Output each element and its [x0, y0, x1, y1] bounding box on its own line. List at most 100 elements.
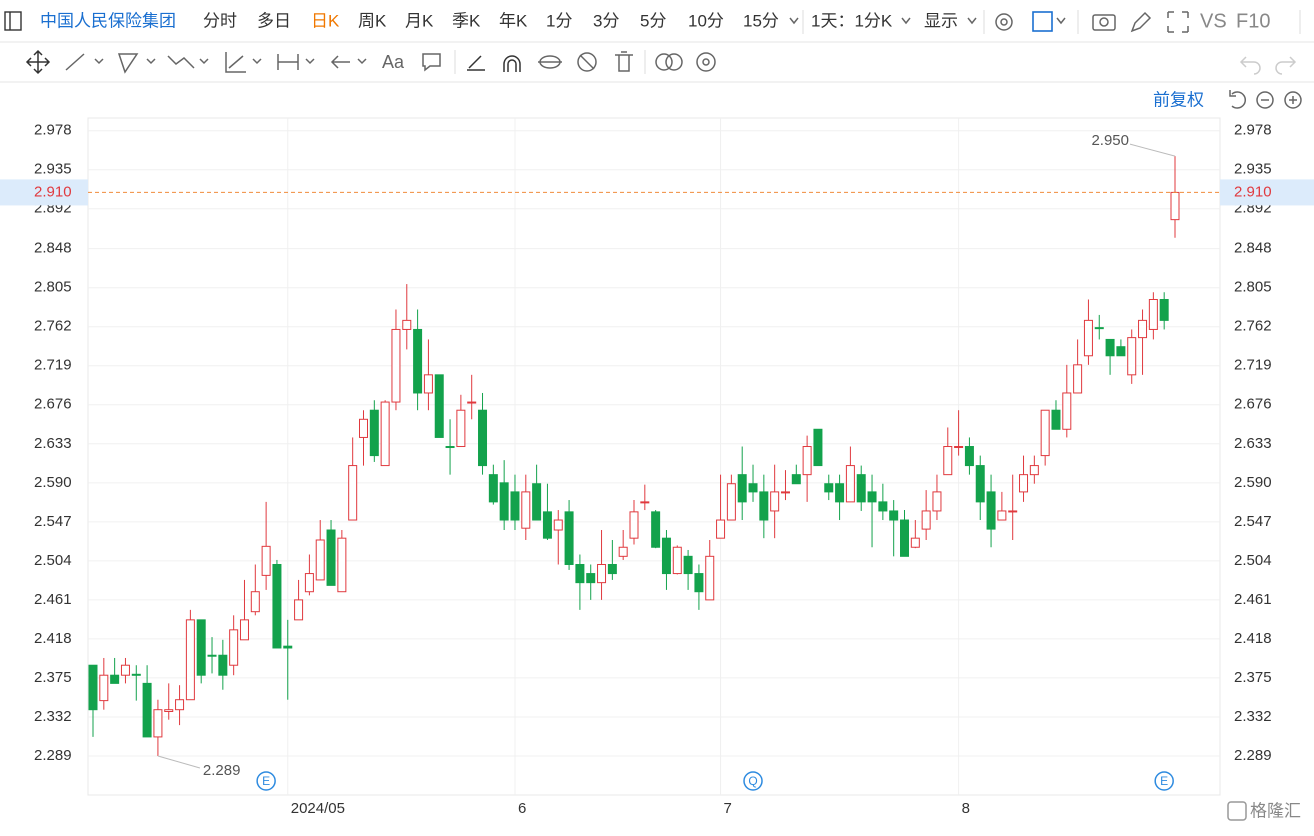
price-tag-right: 2.910: [1234, 183, 1272, 200]
compare-icon[interactable]: [655, 53, 673, 71]
redo[interactable]: [1275, 56, 1297, 75]
candle-body: [391, 328, 401, 403]
period-tab[interactable]: 分时: [203, 11, 237, 30]
candle-body: [867, 491, 877, 503]
zoom-out[interactable]: [1256, 91, 1274, 109]
delete-tool[interactable]: [615, 51, 633, 72]
y-tick-label: 2.805: [34, 279, 72, 296]
period-tab[interactable]: 季K: [452, 11, 481, 30]
candle-body: [910, 537, 920, 548]
zoom-in[interactable]: [1284, 91, 1302, 109]
fullscreen-icon[interactable]: [1167, 11, 1189, 33]
vs-button[interactable]: VS: [1200, 10, 1227, 32]
tool-settings[interactable]: [696, 52, 716, 72]
color-picker[interactable]: [1032, 11, 1053, 32]
candle-body: [1051, 409, 1061, 430]
hide-tool[interactable]: [577, 52, 597, 72]
max-leader: [1129, 143, 1176, 157]
period-tab[interactable]: 周K: [358, 11, 387, 30]
note-tool[interactable]: [422, 53, 441, 72]
period-tab[interactable]: 10分: [688, 11, 724, 30]
adjust-mode[interactable]: 前复权: [1153, 90, 1204, 109]
candle-body: [423, 374, 433, 394]
candle-body: [586, 573, 596, 584]
f10-button[interactable]: F10: [1236, 10, 1270, 32]
period-tab[interactable]: 多日: [257, 11, 291, 30]
y-tick-label-right: 2.590: [1234, 474, 1272, 491]
y-tick-label-right: 2.805: [1234, 279, 1272, 296]
dropdown-arrow: [789, 17, 799, 25]
candle-body: [845, 465, 855, 503]
candle-body: [716, 519, 726, 539]
y-tick-label: 2.762: [34, 318, 72, 335]
shape-tool[interactable]: [117, 53, 139, 74]
sidebar-toggle[interactable]: [4, 11, 22, 31]
candle-body: [878, 501, 888, 512]
candle-body: [943, 446, 953, 476]
text-tool[interactable]: Aa: [382, 52, 405, 72]
undo[interactable]: [1239, 56, 1261, 75]
y-tick-label: 2.848: [34, 240, 72, 257]
lock-tool[interactable]: [538, 55, 562, 69]
period-tab[interactable]: 5分: [640, 11, 666, 30]
candle-body: [672, 546, 682, 575]
candle-body: [348, 465, 358, 521]
price-tag-bg-right: [1220, 179, 1314, 206]
y-tick-label-right: 2.762: [1234, 318, 1272, 335]
y-tick-label-right: 2.289: [1234, 747, 1272, 764]
candle-body: [456, 409, 466, 448]
stock-name[interactable]: 中国人民保险集团: [40, 11, 176, 30]
candle-body: [272, 563, 282, 649]
reset-zoom[interactable]: [1229, 90, 1247, 109]
candle-body: [856, 474, 866, 503]
candle-body: [780, 491, 790, 494]
candle-body: [900, 519, 909, 557]
candle-body: [359, 418, 368, 438]
candle-body: [607, 563, 617, 575]
min-label: 2.289: [203, 762, 241, 779]
period-tab[interactable]: 15分: [743, 11, 779, 30]
period-tab[interactable]: 3分: [593, 11, 619, 30]
y-tick-label: 2.375: [34, 669, 72, 686]
camera-icon[interactable]: [1092, 14, 1116, 31]
magnet-tool[interactable]: [503, 55, 521, 72]
candle-body: [542, 511, 552, 539]
measure-tool[interactable]: [277, 54, 299, 70]
pencil-icon[interactable]: [1130, 11, 1152, 33]
fib-tool[interactable]: [225, 52, 246, 73]
candle-body: [813, 428, 823, 467]
candle-body: [1170, 191, 1180, 221]
move-tool[interactable]: [25, 49, 51, 75]
plot-frame: [87, 117, 1221, 796]
angle-tool[interactable]: [467, 55, 485, 71]
candle-body: [964, 446, 974, 467]
y-tick-label-right: 2.633: [1234, 435, 1272, 452]
display-menu[interactable]: 显示: [924, 11, 958, 30]
dropdown-arrow: [1056, 17, 1066, 25]
period-tab[interactable]: 1分: [546, 11, 572, 30]
y-tick-label: 2.418: [34, 630, 72, 647]
candle-body: [1148, 299, 1158, 330]
overlays: 2.950 2.289 E Q E 2.910 2.910: [0, 132, 1314, 791]
watermark-logo: [1227, 801, 1247, 821]
candle-body: [142, 682, 152, 738]
arrow-tool[interactable]: [330, 55, 350, 69]
period-setting[interactable]: 1天：1分K: [811, 11, 893, 30]
candle-body: [488, 474, 498, 503]
settings-icon[interactable]: [995, 13, 1013, 31]
wave-tool[interactable]: [167, 55, 195, 69]
candle-body: [532, 483, 542, 521]
candle-body: [521, 491, 531, 529]
candle-body: [1094, 327, 1104, 330]
period-tab[interactable]: 日K: [311, 11, 340, 30]
line-tool[interactable]: [65, 53, 85, 71]
y-tick-label-right: 2.848: [1234, 240, 1272, 257]
period-tab[interactable]: 年K: [499, 11, 528, 30]
y-tick-label: 2.289: [34, 747, 72, 764]
zoom-in-plus: [1289, 96, 1297, 104]
x-tick-label: 7: [724, 800, 732, 817]
y-tick-label: 2.590: [34, 474, 72, 491]
candle-body: [261, 545, 271, 576]
period-tab[interactable]: 月K: [405, 11, 434, 30]
